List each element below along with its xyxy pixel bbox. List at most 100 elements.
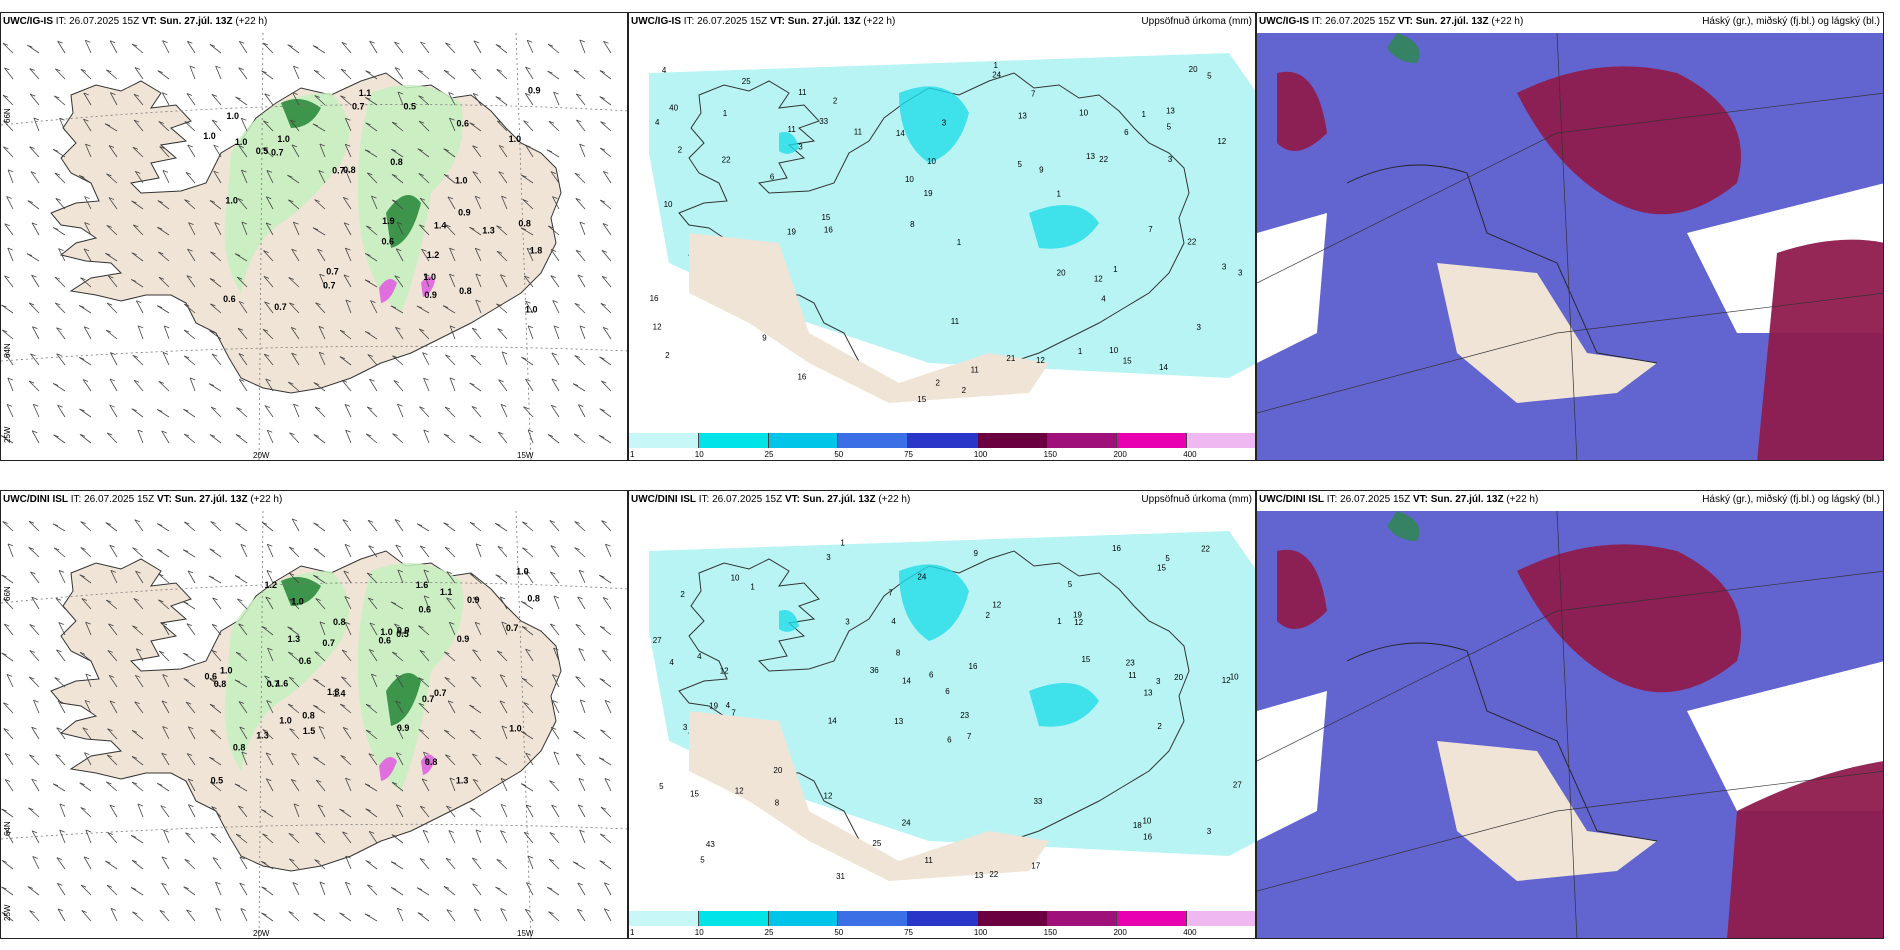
panel-title-precip: Uppsöfnuð úrkoma (mm) (1141, 16, 1252, 27)
legend-swatch (1047, 911, 1118, 926)
value-label: 0.7 (352, 102, 365, 112)
value-label: 1 (957, 238, 962, 247)
legend-label: 200 (1113, 928, 1127, 937)
legend-label: 150 (1043, 450, 1058, 459)
value-label: 1 (1078, 347, 1083, 356)
value-label: 2 (678, 146, 683, 155)
legend-label: 10 (694, 928, 704, 937)
value-label: 8 (896, 649, 901, 658)
value-label: 12 (824, 791, 833, 800)
legend-label: 150 (1043, 928, 1058, 937)
value-label: 6 (770, 172, 775, 181)
precip-extreme-area (421, 754, 435, 775)
precip-extreme-area (379, 279, 397, 303)
value-label: 5 (1018, 160, 1023, 169)
value-label: 7 (888, 589, 893, 598)
grid-line (1556, 511, 1578, 938)
value-label: 0.7 (506, 623, 519, 633)
grid-line-20w (258, 33, 264, 460)
panel-title-clouds: Háský (gr.), miðský (fj.bl.) og lágský (… (1702, 16, 1880, 27)
panel-title-precip: Uppsöfnuð úrkoma (mm) (1141, 494, 1252, 505)
panel-title-clouds: Háský (gr.), miðský (fj.bl.) og lágský (… (1702, 494, 1880, 505)
clear-land-area (1437, 263, 1657, 403)
value-label: 1.0 (509, 134, 522, 144)
value-label: 1 (840, 538, 845, 547)
value-label: 3 (1156, 677, 1161, 686)
value-label: 0.5 (256, 146, 269, 156)
value-label: 1.8 (530, 246, 543, 256)
value-label: 3 (798, 142, 803, 151)
value-label: 3 (1207, 827, 1212, 836)
value-label: 4 (891, 617, 896, 626)
panel-header: UWC/IG-IS IT: 26.07.2025 15Z VT: Sun. 27… (1259, 16, 1524, 27)
value-label: 0.8 (425, 757, 438, 767)
value-label: 0.6 (299, 656, 312, 666)
value-label: 14 (1159, 363, 1168, 372)
value-label: 11 (925, 856, 934, 865)
value-label: 1.2 (427, 250, 440, 260)
iceland-coastline (1346, 164, 1658, 364)
value-label: 19 (1073, 611, 1082, 620)
legend-swatch (1117, 911, 1188, 926)
value-label: 10 (905, 175, 914, 184)
value-label: 0.6 (378, 636, 391, 646)
value-label: 0.7 (323, 281, 336, 291)
grid-line (1257, 292, 1883, 414)
legend-label: 100 (973, 928, 988, 937)
lon-label-20w: 20W (253, 451, 270, 460)
panel-ig-is-precip: UWC/IG-IS IT: 26.07.2025 15Z VT: Sun. 27… (628, 12, 1256, 461)
value-label: 0.8 (233, 743, 246, 753)
value-label: 0.9 (458, 207, 471, 217)
value-label: 12 (1074, 618, 1083, 627)
value-label: 1 (723, 109, 728, 118)
value-label: 15 (1123, 357, 1132, 366)
value-label: 22 (989, 870, 998, 879)
value-label: 6 (947, 735, 952, 744)
value-label: 2 (935, 379, 940, 388)
value-label: 13 (894, 717, 903, 726)
value-label: 19 (709, 701, 718, 710)
legend-swatch (908, 911, 978, 926)
value-label: 10 (731, 573, 740, 582)
value-label: 11 (971, 365, 980, 374)
value-label: 0.7 (434, 688, 447, 698)
value-label: 0.6 (204, 671, 217, 681)
grid-line-66n (1, 104, 627, 126)
value-label: 0.8 (459, 286, 472, 296)
value-label: 20 (1057, 268, 1066, 277)
lon-label-25w: 25W (3, 904, 12, 921)
value-label: 6 (945, 687, 950, 696)
value-label: 9 (973, 549, 978, 558)
precip-legend: 1 10 25 50 75 100 150 200 400 (629, 911, 1255, 938)
legend-label: 75 (904, 450, 914, 459)
low-cloud-area (1517, 66, 1741, 215)
value-label: 1.0 (516, 566, 529, 576)
precip-heavy-area (386, 195, 421, 248)
value-label: 10 (664, 200, 673, 209)
panel-dini-precip: UWC/DINI ISL IT: 26.07.2025 15Z VT: Sun.… (628, 490, 1256, 939)
value-label: 1 (1113, 265, 1118, 274)
legend-label: 75 (904, 928, 914, 937)
value-label: 0.7 (267, 679, 280, 689)
value-label: 5 (659, 782, 664, 791)
panel-header: UWC/IG-IS IT: 26.07.2025 15Z VT: Sun. 27… (631, 16, 896, 27)
value-label: 0.6 (223, 294, 236, 304)
value-label: 20 (1189, 65, 1198, 74)
value-label: 13 (1086, 152, 1095, 161)
value-label: 9 (1039, 166, 1044, 175)
value-label: 22 (722, 156, 731, 165)
value-label: 11 (1128, 671, 1137, 680)
precip-area-medium (1029, 205, 1099, 249)
value-label: 10 (927, 157, 936, 166)
value-label: 2 (680, 590, 685, 599)
value-label: 3 (1222, 262, 1227, 271)
value-label: 8 (775, 798, 780, 807)
value-label: 17 (1031, 861, 1040, 870)
value-label: 16 (797, 373, 806, 382)
legend-swatch (1047, 433, 1118, 448)
value-label: 1.0 (455, 176, 468, 186)
precip-extreme-area (379, 757, 397, 781)
precip-area-medium (899, 564, 969, 641)
